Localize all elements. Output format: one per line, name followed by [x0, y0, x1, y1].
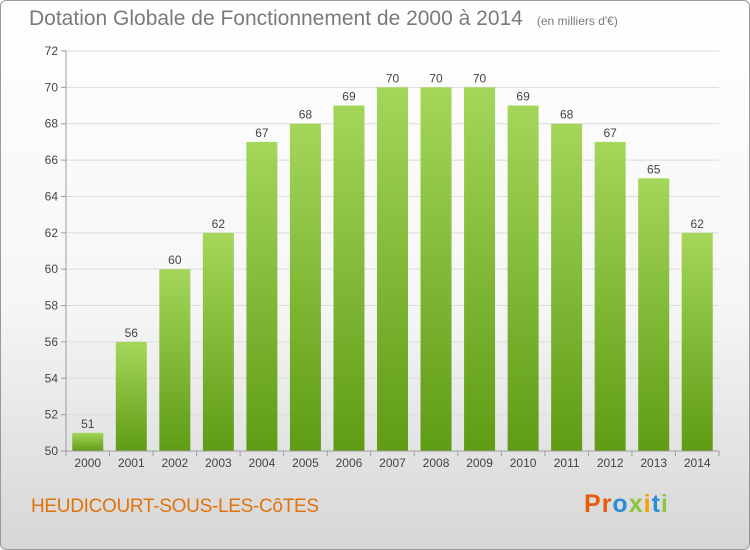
- y-tick-label: 68: [45, 117, 59, 131]
- data-label: 62: [691, 217, 705, 231]
- bar: [638, 178, 670, 452]
- data-label: 70: [473, 71, 487, 85]
- bar: [72, 432, 104, 451]
- y-tick-label: 58: [45, 299, 59, 313]
- bar: [507, 105, 539, 451]
- y-tick-label: 64: [45, 189, 59, 203]
- x-tick-label: 2013: [640, 456, 667, 470]
- bar: [289, 123, 321, 452]
- x-tick-label: 2007: [379, 456, 406, 470]
- y-tick-label: 50: [45, 444, 59, 458]
- bar: [594, 141, 626, 451]
- axes: [61, 50, 720, 456]
- bars: [72, 87, 713, 452]
- data-label: 60: [168, 253, 182, 267]
- x-tick-label: 2002: [161, 456, 188, 470]
- bar: [115, 341, 147, 451]
- y-tick-label: 62: [45, 226, 59, 240]
- y-tick-label: 54: [45, 371, 59, 385]
- x-tick-label: 2005: [292, 456, 319, 470]
- data-label: 51: [81, 417, 95, 431]
- bar: [420, 87, 452, 451]
- logo-letter: o: [612, 490, 629, 518]
- commune-name: HEUDICOURT-SOUS-LES-CôTES: [31, 496, 319, 517]
- x-tick-label: 2004: [249, 456, 276, 470]
- y-tick-label: 60: [45, 262, 59, 276]
- logo-letter: t: [651, 490, 661, 518]
- x-tick-label: 2001: [118, 456, 145, 470]
- data-label: 69: [516, 90, 530, 104]
- data-label: 65: [647, 162, 661, 176]
- x-tick-label: 2009: [466, 456, 493, 470]
- logo-letter: i: [643, 490, 652, 518]
- data-label: 67: [603, 126, 617, 140]
- bar: [464, 87, 496, 451]
- y-tick-label: 72: [45, 44, 59, 58]
- logo-letter: r: [601, 490, 613, 518]
- x-tick-label: 2003: [205, 456, 232, 470]
- y-tick-label: 70: [45, 80, 59, 94]
- bar: [333, 105, 365, 451]
- bar: [159, 269, 191, 451]
- data-label: 69: [342, 90, 356, 104]
- data-label: 70: [386, 71, 400, 85]
- labels: 50 52 54 56 58 60 62 64 66 68 70 72 51 2000 56 2001 60 20…: [45, 44, 711, 470]
- logo-letter: x: [628, 490, 644, 518]
- bar: [551, 123, 583, 452]
- x-tick-label: 2006: [336, 456, 363, 470]
- bar: [681, 232, 713, 451]
- data-label: 68: [560, 108, 574, 122]
- data-label: 68: [299, 108, 313, 122]
- x-tick-label: 2000: [74, 456, 101, 470]
- x-tick-label: 2014: [684, 456, 711, 470]
- data-label: 67: [255, 126, 269, 140]
- logo-letter: i: [660, 490, 669, 518]
- data-label: 56: [125, 326, 139, 340]
- x-tick-label: 2008: [423, 456, 450, 470]
- y-tick-label: 56: [45, 335, 59, 349]
- chart-unit: (en milliers d'€): [536, 14, 618, 28]
- x-tick-label: 2011: [554, 456, 580, 470]
- chart-title: Dotation Globale de Fonctionnement de 20…: [29, 7, 523, 30]
- bar: [202, 232, 234, 451]
- bar-chart: 50 52 54 56 58 60 62 64 66 68 70 72 51 2000 56 2001 60 20…: [45, 44, 720, 470]
- y-tick-label: 52: [45, 408, 59, 422]
- x-tick-label: 2010: [510, 456, 537, 470]
- y-tick-label: 66: [45, 153, 59, 167]
- bar: [246, 141, 278, 451]
- bar: [377, 87, 408, 451]
- x-tick-label: 2012: [597, 456, 624, 470]
- data-label: 70: [429, 71, 443, 85]
- data-label: 62: [212, 217, 226, 231]
- logo-letter: P: [584, 490, 602, 518]
- proxiti-logo: Proxiti: [584, 490, 669, 519]
- chart-title-block: Dotation Globale de Fonctionnement de 20…: [29, 7, 618, 31]
